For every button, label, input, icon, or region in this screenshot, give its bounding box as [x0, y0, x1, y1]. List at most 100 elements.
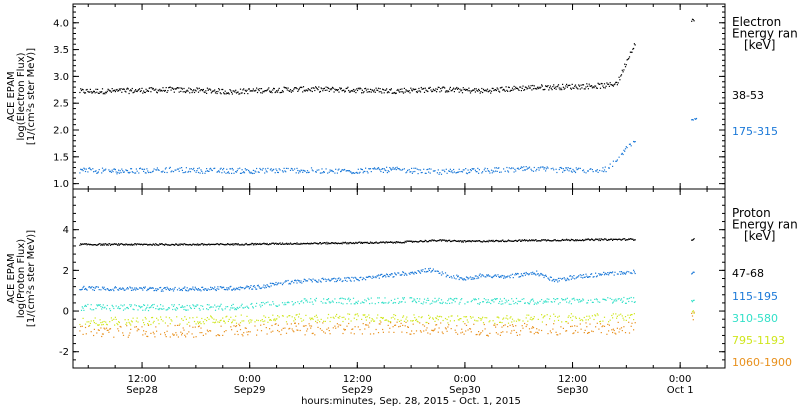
data-point: [442, 86, 444, 88]
data-point: [449, 276, 451, 278]
data-point: [379, 320, 381, 322]
data-point: [296, 314, 298, 316]
data-point: [336, 313, 338, 316]
data-point: [172, 288, 174, 290]
data-point: [89, 324, 91, 327]
data-point: [413, 89, 415, 91]
data-point: [81, 288, 83, 290]
data-point: [362, 314, 364, 316]
data-point: [380, 170, 382, 173]
data-point: [612, 238, 614, 240]
data-point: [295, 325, 297, 327]
data-point: [122, 88, 125, 90]
data-point: [397, 241, 399, 243]
data-point: [302, 242, 305, 244]
data-point: [141, 306, 143, 308]
data-point: [203, 289, 205, 291]
data-point: [160, 90, 162, 92]
data-point: [260, 320, 262, 322]
data-point: [101, 286, 104, 288]
data-point: [347, 242, 349, 244]
data-point: [139, 243, 141, 245]
data-point: [570, 275, 572, 277]
data-point: [239, 172, 242, 174]
data-point: [432, 270, 434, 272]
data-point: [423, 87, 425, 90]
data-point: [378, 297, 380, 299]
data-point: [341, 280, 343, 283]
data-point: [210, 315, 212, 317]
data-point: [411, 271, 413, 273]
data-point: [219, 168, 221, 170]
data-point: [583, 316, 585, 319]
data-point: [394, 314, 397, 317]
data-point: [565, 321, 567, 323]
data-point: [92, 289, 94, 291]
data-point: [117, 307, 119, 309]
data-point: [206, 289, 208, 291]
data-point: [303, 170, 305, 172]
data-point: [624, 239, 627, 241]
data-point: [129, 90, 131, 92]
data-point: [217, 90, 219, 93]
data-point: [404, 240, 406, 242]
data-point: [309, 317, 311, 319]
data-point: [691, 300, 693, 302]
data-point: [96, 332, 98, 334]
data-point: [633, 319, 635, 321]
data-point: [363, 91, 365, 93]
data-point: [139, 168, 141, 170]
data-point: [559, 89, 561, 91]
data-point: [142, 168, 144, 170]
data-point: [157, 319, 159, 321]
data-point: [556, 240, 558, 242]
data-point: [197, 289, 199, 291]
data-point: [627, 239, 629, 241]
data-point: [564, 278, 566, 280]
data-point: [556, 298, 558, 300]
data-point: [297, 169, 299, 172]
data-point: [343, 298, 345, 300]
data-point: [313, 87, 315, 89]
data-point: [141, 87, 143, 89]
data-point: [193, 305, 195, 307]
data-point: [389, 89, 391, 91]
data-point: [348, 170, 351, 172]
data-point: [143, 170, 145, 172]
data-point: [458, 278, 460, 281]
data-point: [82, 243, 84, 245]
data-point: [326, 328, 328, 330]
data-point: [478, 88, 480, 90]
data-point: [277, 243, 279, 245]
data-point: [511, 240, 514, 242]
data-point: [239, 325, 241, 327]
data-point: [487, 335, 489, 337]
data-point: [359, 87, 361, 89]
data-point: [422, 324, 424, 326]
data-point: [210, 92, 212, 94]
data-point: [587, 299, 589, 301]
data-point: [247, 306, 249, 309]
data-point: [410, 171, 412, 173]
data-point: [550, 276, 552, 278]
data-point: [235, 92, 238, 94]
data-point: [490, 90, 493, 92]
data-point: [348, 89, 350, 92]
data-point: [412, 88, 414, 90]
data-point: [317, 243, 319, 245]
data-point: [619, 238, 621, 240]
data-point: [449, 320, 451, 322]
data-point: [306, 242, 309, 244]
data-point: [304, 298, 306, 300]
data-point: [553, 301, 556, 303]
data-point: [315, 280, 317, 283]
data-point: [563, 277, 565, 279]
data-point: [320, 281, 322, 283]
data-point: [424, 268, 426, 270]
data-point: [298, 88, 300, 90]
data-point: [290, 281, 292, 283]
data-point: [330, 316, 332, 319]
data-point: [624, 148, 627, 150]
data-point: [291, 280, 293, 282]
data-point: [157, 308, 159, 310]
